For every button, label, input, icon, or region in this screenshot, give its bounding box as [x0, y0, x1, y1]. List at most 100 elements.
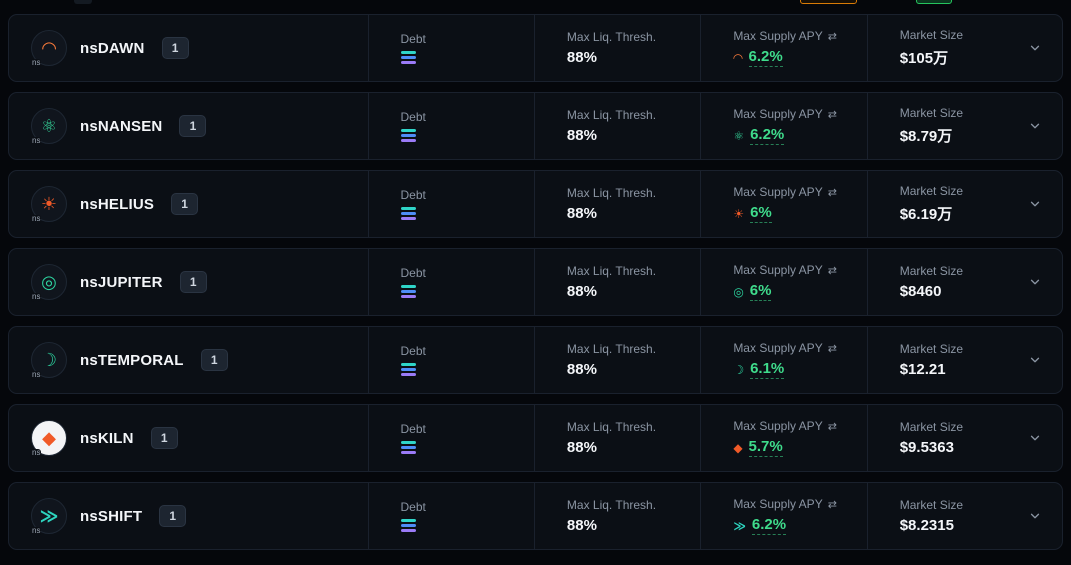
apy-value[interactable]: 6.2% [750, 126, 785, 145]
partial-button-amber[interactable] [800, 0, 857, 4]
ns-tag: ns [31, 370, 42, 380]
market-row[interactable]: ☀ ns nsHELIUS 1 Debt Max Liq. Thresh. 88… [8, 170, 1063, 238]
chevron-down-icon[interactable] [1024, 427, 1046, 449]
market-size-label: Market Size [899, 106, 964, 120]
chevron-down-icon[interactable] [1024, 115, 1046, 137]
max-liq-label: Max Liq. Thresh. [566, 342, 657, 356]
max-liq-label: Max Liq. Thresh. [566, 30, 657, 44]
chevron-down-icon[interactable] [1024, 349, 1046, 371]
debt-cell: Debt [367, 15, 534, 81]
ns-tag: ns [31, 526, 42, 536]
token-name: nsSHIFT [80, 507, 143, 525]
apy-value[interactable]: 6% [749, 282, 772, 301]
token-icon: ≫ ns [31, 498, 67, 536]
max-supply-apy-label-text: Max Supply APY [733, 341, 823, 355]
apy-value[interactable]: 6.1% [750, 360, 785, 379]
market-row[interactable]: ◎ ns nsJUPITER 1 Debt Max Liq. Thresh. 8… [8, 248, 1063, 316]
ns-tag: ns [31, 214, 42, 224]
max-supply-apy-cell: Max Supply APY ⇄ ☽ 6.1% [700, 327, 866, 393]
market-size-label: Market Size [899, 28, 964, 42]
apy-value-wrap: ◆ 5.7% [733, 438, 866, 457]
apy-token-icon: ☀ [733, 206, 745, 221]
market-row[interactable]: ≫ ns nsSHIFT 1 Debt Max Liq. Thresh. 88%… [8, 482, 1063, 550]
token-name: nsTEMPORAL [80, 351, 184, 369]
apy-token-icon: ◠ [733, 50, 743, 65]
debt-label: Debt [400, 32, 426, 46]
chevron-down-icon[interactable] [1024, 37, 1046, 59]
token-cell: ◠ ns nsDAWN 1 [9, 15, 368, 81]
max-supply-apy-label: Max Supply APY ⇄ [733, 263, 866, 277]
market-size-label: Market Size [899, 342, 964, 356]
swap-icon: ⇄ [827, 30, 837, 43]
debt-coins-icon [400, 441, 416, 454]
market-size-value: $12.21 [899, 361, 946, 378]
market-size-cell: Market Size $8460 [866, 249, 1062, 315]
market-size-label: Market Size [899, 498, 964, 512]
apy-value-wrap: ≫ 6.2% [733, 516, 866, 535]
ns-tag: ns [31, 448, 42, 458]
max-liq-value: 88% [566, 439, 597, 456]
max-supply-apy-label: Max Supply APY ⇄ [733, 29, 866, 43]
token-name: nsDAWN [80, 39, 145, 57]
partial-button-green[interactable] [916, 0, 952, 4]
count-badge: 1 [161, 37, 189, 59]
market-row[interactable]: ◆ ns nsKILN 1 Debt Max Liq. Thresh. 88% … [8, 404, 1063, 472]
max-supply-apy-label-text: Max Supply APY [733, 185, 823, 199]
chevron-down-icon[interactable] [1024, 193, 1046, 215]
debt-coins-icon [400, 363, 416, 376]
market-row[interactable]: ☽ ns nsTEMPORAL 1 Debt Max Liq. Thresh. … [8, 326, 1063, 394]
apy-value[interactable]: 6% [750, 204, 772, 223]
max-supply-apy-label-text: Max Supply APY [733, 29, 823, 43]
max-liq-cell: Max Liq. Thresh. 88% [533, 93, 700, 159]
debt-cell: Debt [367, 93, 534, 159]
market-row[interactable]: ◠ ns nsDAWN 1 Debt Max Liq. Thresh. 88% … [8, 14, 1063, 82]
token-cell: ⚛ ns nsNANSEN 1 [9, 93, 368, 159]
debt-coins-icon [400, 129, 416, 142]
token-glyph-icon: ≫ [39, 506, 59, 526]
market-size-label: Market Size [899, 420, 964, 434]
max-liq-cell: Max Liq. Thresh. 88% [533, 405, 700, 471]
apy-token-icon: ☽ [733, 362, 745, 377]
market-size-value: $8.2315 [899, 517, 954, 534]
debt-cell: Debt [367, 249, 534, 315]
token-icon: ◎ ns [31, 264, 67, 302]
count-badge: 1 [179, 271, 207, 293]
debt-cell: Debt [367, 405, 534, 471]
token-icon: ◠ ns [31, 30, 67, 68]
token-name: nsNANSEN [80, 117, 163, 135]
token-glyph-icon: ☀ [40, 194, 58, 214]
chevron-down-icon[interactable] [1024, 505, 1046, 527]
swap-icon: ⇄ [827, 498, 837, 511]
apy-value-wrap: ◠ 6.2% [733, 48, 866, 67]
debt-label: Debt [400, 500, 426, 514]
debt-cell: Debt [367, 171, 534, 237]
chevron-down-icon[interactable] [1024, 271, 1046, 293]
max-liq-label: Max Liq. Thresh. [566, 420, 657, 434]
market-row[interactable]: ⚛ ns nsNANSEN 1 Debt Max Liq. Thresh. 88… [8, 92, 1063, 160]
max-supply-apy-cell: Max Supply APY ⇄ ≫ 6.2% [700, 483, 866, 549]
debt-label: Debt [400, 188, 426, 202]
top-partial-row [0, 0, 1071, 6]
max-supply-apy-label: Max Supply APY ⇄ [733, 107, 866, 121]
token-glyph-icon: ⚛ [40, 116, 58, 136]
count-badge: 1 [150, 427, 178, 449]
debt-label: Debt [400, 110, 426, 124]
swap-icon: ⇄ [827, 108, 837, 121]
debt-coins-icon [400, 519, 416, 532]
apy-value[interactable]: 6.2% [751, 516, 787, 535]
apy-value[interactable]: 6.2% [748, 48, 783, 67]
count-badge: 1 [171, 193, 199, 215]
apy-token-icon: ◆ [733, 440, 743, 455]
max-supply-apy-label-text: Max Supply APY [733, 107, 823, 121]
debt-coins-icon [400, 207, 416, 220]
apy-value[interactable]: 5.7% [748, 438, 783, 457]
debt-coins-icon [400, 285, 416, 298]
max-supply-apy-label-text: Max Supply APY [733, 419, 823, 433]
max-liq-label: Max Liq. Thresh. [566, 186, 657, 200]
apy-token-icon: ⚛ [733, 128, 745, 143]
partial-element-left [74, 0, 92, 4]
max-liq-cell: Max Liq. Thresh. 88% [533, 171, 700, 237]
token-cell: ☀ ns nsHELIUS 1 [9, 171, 368, 237]
market-size-label: Market Size [899, 264, 964, 278]
debt-label: Debt [400, 266, 426, 280]
